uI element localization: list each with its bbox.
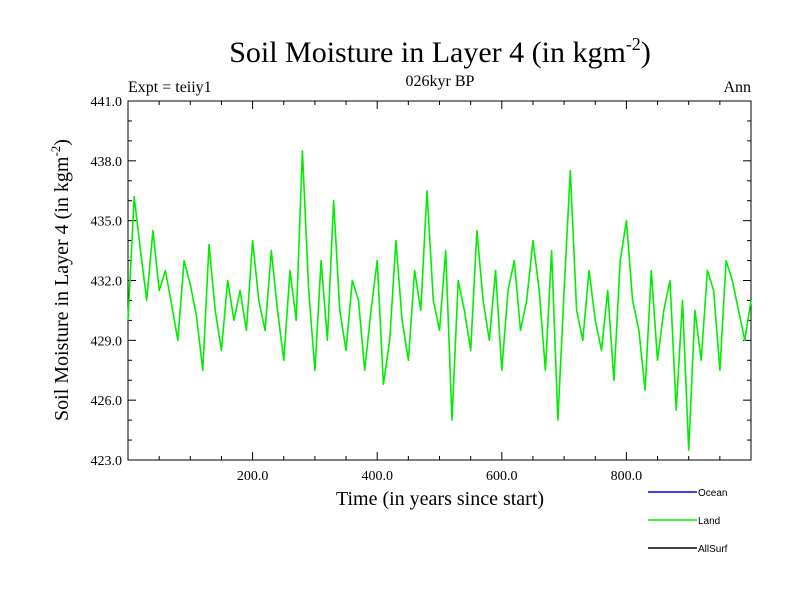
y-tick-label: 429.0 [91, 334, 123, 349]
series-line-land [127, 150, 752, 451]
y-tick-label: 435.0 [91, 215, 123, 230]
plot-frame [127, 100, 752, 461]
y-tick-label: 432.0 [91, 275, 123, 290]
y-axis-label: Soil Moisture in Layer 4 (in kgm-2) [48, 139, 73, 421]
legend: Ocean Land AllSurf [648, 488, 728, 555]
y-tick-labels: 423.0 426.0 429.0 432.0 435.0 438.0 441.0 [91, 95, 123, 469]
y-tick-label: 438.0 [91, 155, 123, 170]
y-tick-label: 423.0 [91, 454, 123, 469]
subtitle-right: Ann [723, 79, 751, 96]
y-tick-label: 426.0 [91, 394, 123, 409]
axis-ticks [128, 100, 751, 461]
x-axis-label: Time (in years since start) [336, 488, 544, 510]
legend-label-allsurf: AllSurf [698, 544, 728, 555]
legend-label-land: Land [698, 516, 720, 527]
subtitle-center: 026kyr BP [406, 73, 475, 90]
chart-title: Soil Moisture in Layer 4 (in kgm-2) [229, 34, 651, 69]
x-tick-label: 600.0 [486, 469, 518, 484]
x-tick-label: 400.0 [361, 469, 393, 484]
legend-label-ocean: Ocean [698, 488, 727, 499]
series-group [127, 150, 752, 451]
x-tick-label: 200.0 [237, 469, 269, 484]
x-tick-label: 800.0 [611, 469, 643, 484]
y-tick-label: 441.0 [91, 95, 123, 110]
subtitle-left: Expt = teiiy1 [128, 79, 212, 96]
x-tick-labels: 200.0 400.0 600.0 800.0 [237, 469, 642, 484]
